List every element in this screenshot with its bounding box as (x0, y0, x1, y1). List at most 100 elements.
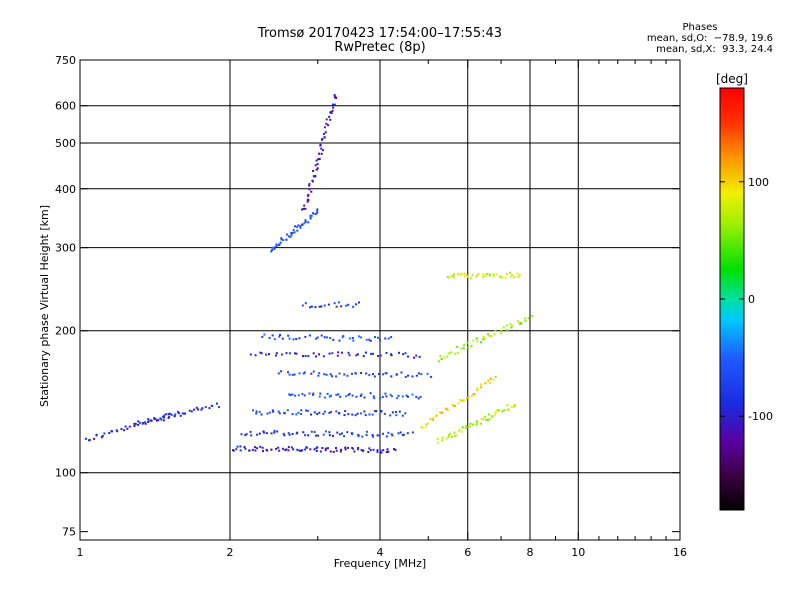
y-tick-label: 200 (55, 325, 76, 338)
data-point (290, 234, 293, 237)
data-point (372, 435, 374, 438)
data-point (282, 432, 285, 435)
data-point (259, 445, 262, 448)
data-point (258, 432, 261, 435)
data-point (368, 338, 371, 341)
data-point (266, 412, 269, 415)
data-point (470, 345, 473, 347)
data-point (162, 419, 165, 422)
data-point (278, 243, 281, 246)
data-point (415, 354, 418, 357)
data-point (371, 434, 374, 436)
data-point (289, 236, 292, 239)
data-point (463, 275, 466, 278)
data-point (509, 275, 512, 278)
data-point (448, 434, 450, 436)
data-point (298, 449, 301, 452)
data-point (362, 355, 365, 358)
data-point (527, 317, 530, 319)
data-point (379, 449, 382, 452)
data-point (208, 407, 211, 410)
colorbar-tick-label: 100 (748, 176, 769, 189)
data-point (280, 370, 283, 373)
data-point (360, 412, 362, 415)
data-point (493, 333, 496, 336)
data-point (384, 337, 387, 340)
data-point (128, 425, 131, 428)
data-point (385, 451, 388, 454)
data-point (451, 403, 454, 406)
data-point (304, 221, 307, 224)
data-point (492, 273, 495, 276)
data-point (287, 371, 289, 374)
data-point (337, 393, 340, 396)
data-point (341, 336, 344, 339)
data-point (296, 225, 299, 228)
data-point (395, 373, 398, 376)
x-tick-label: 2 (227, 546, 234, 559)
colorbar-tick-label: 0 (748, 293, 755, 306)
y-axis-label: Stationary phase Virtual Height [km] (38, 205, 51, 407)
data-point (309, 334, 312, 337)
data-point (402, 353, 405, 356)
data-point (524, 317, 527, 320)
data-point (289, 394, 292, 397)
data-point (316, 413, 319, 415)
data-point (320, 147, 323, 150)
data-point (385, 435, 388, 438)
colorbar-label: [deg] (716, 72, 748, 86)
data-point (425, 423, 428, 426)
data-point (179, 414, 182, 417)
data-point (273, 429, 276, 432)
data-point (368, 447, 371, 450)
data-point (275, 447, 278, 450)
data-point (260, 352, 263, 355)
axis-ticks (79, 59, 681, 540)
data-point (190, 410, 193, 413)
data-point (328, 395, 331, 398)
data-point (300, 413, 303, 415)
data-point (291, 433, 294, 435)
data-point (262, 430, 265, 433)
data-point (337, 301, 340, 304)
data-point (293, 231, 296, 234)
data-point (487, 379, 490, 382)
y-tick-label: 75 (62, 526, 76, 539)
data-point (480, 383, 482, 386)
data-point (407, 374, 409, 377)
data-point (438, 360, 440, 363)
data-point (163, 414, 166, 417)
data-point (372, 373, 374, 376)
data-point (184, 412, 187, 415)
data-point (374, 410, 376, 413)
data-point (473, 393, 476, 396)
data-point (315, 337, 318, 340)
grid-lines (80, 60, 680, 540)
data-point (489, 381, 492, 384)
data-point (359, 395, 362, 397)
data-point (292, 231, 295, 234)
data-point (312, 370, 315, 373)
data-point (155, 419, 158, 422)
data-point (327, 303, 330, 306)
data-point (332, 434, 334, 437)
data-point (315, 168, 318, 171)
data-point (475, 274, 478, 277)
data-point (385, 395, 388, 398)
data-point (467, 396, 470, 399)
data-point (331, 375, 334, 378)
data-point (275, 243, 278, 246)
data-point (162, 415, 165, 418)
data-point (256, 447, 259, 450)
data-point (314, 213, 317, 216)
data-point (290, 232, 293, 235)
data-point (260, 413, 263, 416)
data-point (352, 339, 355, 342)
data-point (485, 418, 488, 421)
data-point (324, 447, 327, 450)
data-point (302, 431, 305, 434)
data-point (331, 109, 334, 112)
data-point (461, 399, 464, 402)
data-point (294, 394, 296, 397)
data-point (500, 332, 502, 335)
